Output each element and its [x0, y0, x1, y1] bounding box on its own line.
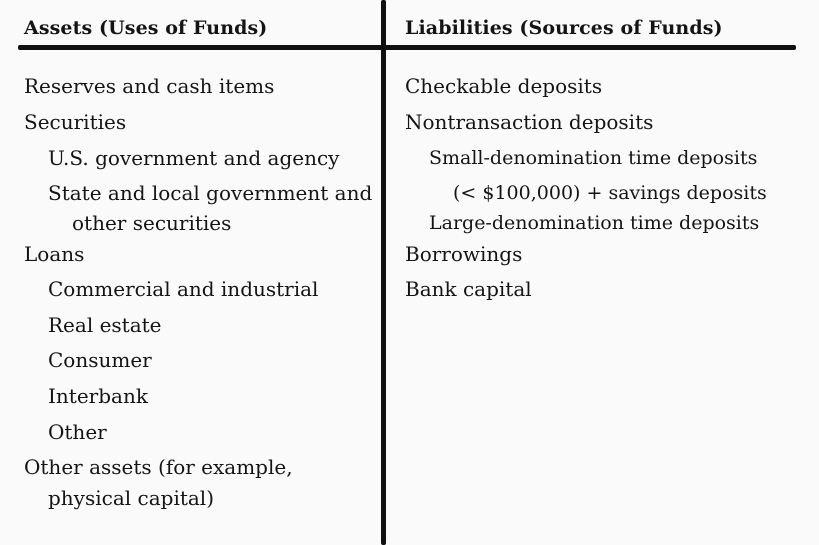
- liability-item: Borrowings: [405, 242, 523, 266]
- asset-subitem: Commercial and industrial: [48, 277, 319, 301]
- asset-subitem: Other: [48, 420, 107, 444]
- asset-subitem: Interbank: [48, 384, 148, 408]
- liability-item: Bank capital: [405, 277, 532, 301]
- asset-subitem: U.S. government and agency: [48, 146, 340, 170]
- liability-subitem: Small-denomination time deposits: [429, 147, 758, 169]
- asset-item: Loans: [24, 242, 85, 266]
- column-divider: [381, 0, 386, 545]
- liability-subitem: Large-denomination time deposits: [429, 212, 760, 234]
- asset-item: Securities: [24, 110, 127, 134]
- liabilities-column-header: Liabilities (Sources of Funds): [405, 17, 723, 39]
- asset-item-continuation: physical capital): [48, 486, 215, 510]
- asset-item: Reserves and cash items: [24, 74, 275, 98]
- asset-subitem: Consumer: [48, 348, 152, 372]
- asset-subitem: Real estate: [48, 313, 162, 337]
- liability-item: Checkable deposits: [405, 74, 603, 98]
- header-divider: [18, 45, 796, 50]
- liability-subitem-continuation: (< $100,000) + savings deposits: [453, 182, 767, 204]
- liability-item: Nontransaction deposits: [405, 110, 654, 134]
- asset-subitem-continuation: other securities: [72, 211, 232, 235]
- assets-column-header: Assets (Uses of Funds): [24, 17, 268, 39]
- asset-item: Other assets (for example,: [24, 455, 293, 479]
- asset-subitem: State and local government and: [48, 181, 373, 205]
